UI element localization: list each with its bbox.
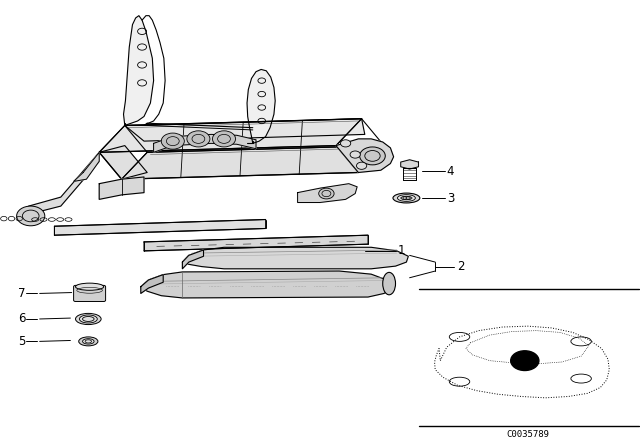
Polygon shape [141, 275, 163, 293]
Polygon shape [125, 119, 365, 141]
Ellipse shape [383, 272, 396, 295]
FancyBboxPatch shape [74, 285, 106, 302]
Ellipse shape [79, 337, 98, 346]
Polygon shape [99, 146, 147, 179]
Circle shape [319, 188, 334, 199]
Circle shape [340, 140, 351, 147]
Text: 4: 4 [447, 164, 454, 178]
Polygon shape [54, 220, 266, 235]
Ellipse shape [79, 315, 97, 323]
Polygon shape [298, 184, 357, 202]
Polygon shape [401, 160, 419, 169]
Polygon shape [141, 271, 394, 298]
Ellipse shape [397, 194, 415, 202]
Circle shape [350, 151, 360, 158]
Text: 1: 1 [398, 244, 406, 258]
Polygon shape [144, 235, 368, 251]
Circle shape [511, 351, 539, 370]
Ellipse shape [76, 314, 101, 324]
Polygon shape [22, 152, 99, 215]
Polygon shape [154, 134, 256, 152]
Polygon shape [74, 152, 99, 181]
Text: 2: 2 [457, 260, 465, 273]
Ellipse shape [83, 339, 94, 344]
Text: 7: 7 [18, 287, 26, 300]
Polygon shape [182, 250, 204, 269]
Text: 5: 5 [18, 335, 26, 348]
Circle shape [187, 131, 210, 147]
Ellipse shape [393, 193, 420, 203]
Circle shape [161, 133, 184, 149]
Ellipse shape [76, 283, 104, 290]
Circle shape [17, 206, 45, 226]
Circle shape [212, 131, 236, 147]
Text: C0035789: C0035789 [506, 430, 550, 439]
Polygon shape [122, 146, 384, 179]
Text: 3: 3 [447, 191, 454, 205]
Polygon shape [124, 16, 154, 125]
Circle shape [360, 147, 385, 165]
Polygon shape [99, 119, 362, 152]
Polygon shape [99, 177, 144, 199]
Polygon shape [182, 247, 408, 269]
Text: 6: 6 [18, 312, 26, 326]
Circle shape [356, 162, 367, 169]
Polygon shape [247, 69, 275, 143]
Polygon shape [336, 139, 394, 172]
